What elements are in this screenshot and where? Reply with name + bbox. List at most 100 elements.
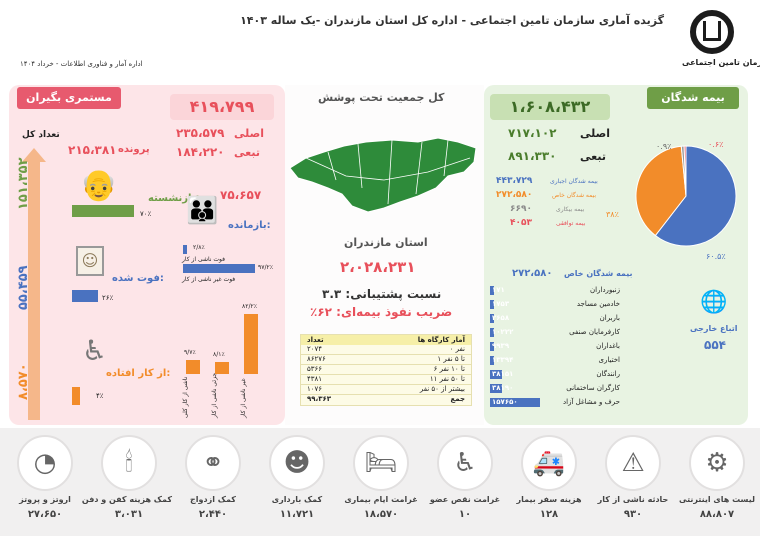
arrow-shaft xyxy=(28,162,40,420)
category-label: حرف و مشاغل آزاد xyxy=(563,398,620,406)
disabled-bar-a xyxy=(186,360,200,374)
pie-slice-agreement xyxy=(683,145,687,197)
service-value: ۹۳۰ xyxy=(623,509,643,520)
category-value: ۱۷۱ xyxy=(492,286,505,294)
category-label: اختیاری xyxy=(598,356,621,364)
pie-label-c: ۳۸٪ xyxy=(606,210,619,219)
service-value: ۸۸،۸۰۷ xyxy=(699,509,735,520)
category-bar xyxy=(490,286,494,295)
survivor-bar-work xyxy=(183,245,187,254)
logo-text: سازمان تامین اجتماعی xyxy=(682,58,760,67)
insured-pie-chart xyxy=(635,145,737,247)
survivor-label: بازمانده: xyxy=(228,220,271,231)
table-total-row: ۹۹،۳۶۳ جمع xyxy=(307,395,465,403)
survivor-note-b: فوت غیر ناشی از کار xyxy=(182,276,236,283)
family-icon: 👪 xyxy=(186,196,219,226)
hospital-bed-icon: 🛏 xyxy=(353,435,409,491)
table-title: آمار کارگاه ها xyxy=(417,336,465,344)
service-value: ۱۲۸ xyxy=(539,509,559,520)
service-label: لیست های اینترنتی xyxy=(679,495,755,504)
retired-pct: ۷۰٪ xyxy=(140,210,152,218)
pensioners-asli-value: ۲۳۵،۵۷۹ xyxy=(176,126,225,140)
table-head-count: تعداد xyxy=(307,336,324,344)
insured-tabei-value: ۸۹۱،۳۳۰ xyxy=(508,149,557,163)
coverage-heading: کل جمعیت تحت پوشش xyxy=(318,91,445,104)
disabled-bar-b xyxy=(215,362,229,374)
category-label: باغداران xyxy=(596,342,620,350)
pie-label-d: ۶۰.۵٪ xyxy=(706,252,726,261)
portrait-icon: ☺ xyxy=(76,246,104,276)
category-bar xyxy=(490,342,494,351)
category-bar xyxy=(490,398,540,407)
pensioners-panel xyxy=(9,85,285,425)
survivor-bar-nonwork xyxy=(183,264,255,273)
survivor-pct-b: ۹۷/۲٪ xyxy=(258,264,273,271)
population-value: ۲،۰۲۸،۲۳۱ xyxy=(340,258,416,276)
category-bar xyxy=(490,356,494,365)
insurance-rate: ضریب نفوذ بیمه‌ای: ۶۲٪ xyxy=(310,305,453,319)
table-row: ۴۳۸۱ ۱۱ تا ۵۰ نفر xyxy=(301,375,471,385)
legend-label-special: بیمه شدگان خاص xyxy=(552,192,597,199)
table-row: ۸۶۲۷۶ ۱ تا ۵ نفر xyxy=(301,355,471,365)
service-label: کمک بارداری xyxy=(271,495,323,504)
disabled-bar xyxy=(72,387,80,405)
service-label: غرامت نقص عضو xyxy=(429,495,501,504)
table-row: ۲۰۷۴ ۰ نفر xyxy=(301,345,471,355)
pie-label-b: ۰.۹٪ xyxy=(656,142,672,151)
death-label: فوت شده: xyxy=(112,273,164,284)
category-label: باربران xyxy=(599,314,620,322)
case-value: ۲۱۵،۳۸۱ xyxy=(68,143,117,157)
insured-heading: بیمه شدگان xyxy=(647,87,739,109)
couple-icon: ⚭ xyxy=(185,435,241,491)
category-label: خادمین مساجد xyxy=(576,300,620,308)
legend-value-mandatory: ۴۴۳،۷۲۹ xyxy=(496,176,533,186)
province-name: استان مازندران xyxy=(344,236,428,249)
service-value: ۱۱،۷۲۱ xyxy=(279,509,315,520)
category-bar xyxy=(490,300,494,309)
service-value: ۱۰ xyxy=(458,509,472,520)
disabled-bar-pct-a: ۹/۷٪ xyxy=(184,349,196,356)
survivor-note-a: فوت ناشی از کار xyxy=(182,256,226,263)
pensioners-tabei-label: تبعی xyxy=(234,146,260,159)
category-value: ۱۷۵۳ xyxy=(492,300,510,308)
category-bar xyxy=(490,370,502,379)
service-value: ۲۷،۶۵۰ xyxy=(27,509,63,520)
survivor-value: ۷۵،۶۵۷ xyxy=(220,188,262,202)
disabled-vertical-value: ۸،۵۷۰ xyxy=(16,363,31,400)
service-value: ۳،۰۳۱ xyxy=(114,509,144,520)
disabled-label: از کار افتاده: xyxy=(106,368,171,379)
death-vertical-value: ۵۵،۴۵۹ xyxy=(16,265,31,310)
mazandaran-map xyxy=(289,137,477,213)
candle-icon: 🕯 xyxy=(101,435,157,491)
service-label: غرامت ایام بیماری xyxy=(344,495,418,504)
foreign-label: اتباع خارجی xyxy=(690,324,738,333)
disabled-bar-pct-c: ۸۲/۲٪ xyxy=(242,303,257,310)
category-value: ۳۸۱۹۰ xyxy=(492,384,514,392)
wheelchair-icon: ♿ xyxy=(82,334,108,367)
special-label: بیمه شدگان خاص xyxy=(564,269,633,278)
disabled-bar-label-b: جزئی ناشی از کار xyxy=(211,372,218,418)
service-value: ۲،۴۴۰ xyxy=(198,509,228,520)
pensioners-tabei-value: ۱۸۴،۲۲۰ xyxy=(176,145,225,159)
pie-label-a: ۰.۶٪ xyxy=(708,140,724,149)
pensioners-asli-label: اصلی xyxy=(234,127,265,140)
retired-label: بازنشسته: xyxy=(148,193,200,204)
disabled-bar-label-c: غیر ناشی از کار xyxy=(240,378,247,418)
insured-asli-value: ۷۱۷،۱۰۲ xyxy=(508,126,557,140)
retired-vertical-value: ۱۵۱،۳۵۲ xyxy=(16,157,31,210)
category-value: ۱۵۷۶۵۰ xyxy=(492,398,518,406)
category-bar xyxy=(490,328,494,337)
case-label: پرونده xyxy=(118,144,150,155)
insured-tabei-label: تبعی xyxy=(580,150,606,163)
page-subtitle: اداره آمار و فناوری اطلاعات - خرداد ۱۴۰۴ xyxy=(20,60,143,68)
legend-value-agreement: ۴۰۵۳ xyxy=(510,218,532,228)
category-label: زنبورداران xyxy=(590,286,620,294)
legend-label-mandatory: بیمه شدگان اجباری xyxy=(550,178,598,185)
pensioners-heading: مستمری بگیران xyxy=(17,87,121,109)
insured-asli-label: اصلی xyxy=(580,127,611,140)
death-pct: ۲۶٪ xyxy=(102,294,114,302)
disabled-bar-pct-b: ۸/۱٪ xyxy=(213,351,225,358)
category-bar xyxy=(490,314,494,323)
category-label: رانندگان xyxy=(596,370,620,378)
legend-value-unemployment: ۶۶۹۰ xyxy=(510,204,532,214)
